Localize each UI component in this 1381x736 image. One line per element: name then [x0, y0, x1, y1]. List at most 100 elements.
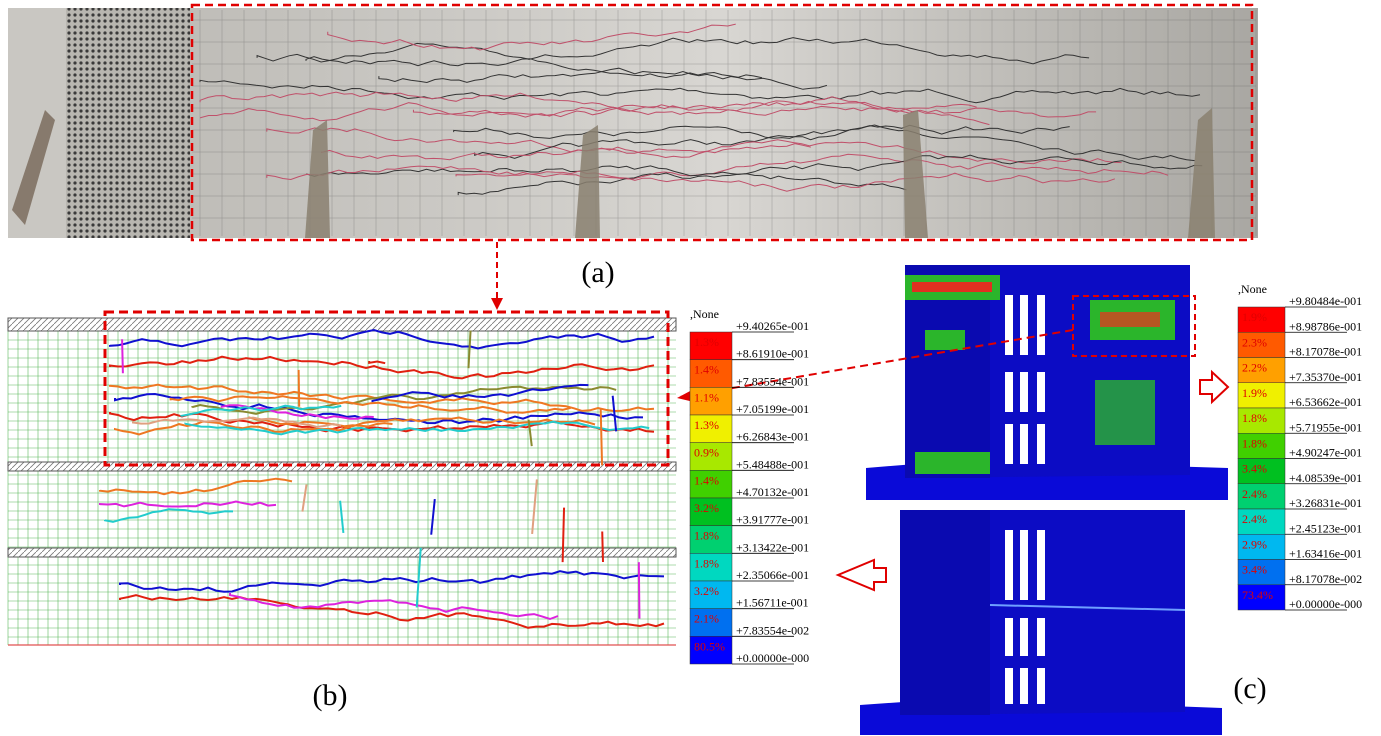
- crack: [457, 154, 1203, 196]
- legend-title: ,None: [1238, 282, 1267, 296]
- legend-percentage: 1.9%: [1242, 386, 1267, 400]
- legend-swatch: [1237, 407, 1286, 434]
- arrow: [835, 558, 887, 592]
- highlight-box: [103, 310, 670, 467]
- crack: [109, 328, 655, 350]
- crack: [415, 547, 422, 608]
- legend-value: +2.35066e-001: [736, 568, 809, 582]
- crack-map: [7, 316, 677, 660]
- legend-swatch: [689, 359, 733, 388]
- legend-percentage: 2.4%: [1242, 487, 1267, 501]
- legend-swatch: [1237, 534, 1286, 560]
- crack: [531, 479, 538, 534]
- crack: [599, 408, 604, 466]
- crack: [99, 500, 277, 508]
- legend-value: +7.83554e-002: [736, 623, 809, 637]
- crack: [371, 383, 589, 403]
- crack: [220, 404, 374, 420]
- crack: [611, 395, 618, 432]
- crack: [305, 56, 763, 79]
- legend-percentage: 2.4%: [1242, 512, 1267, 526]
- legend-value: +3.13422e-001: [736, 540, 809, 554]
- crack: [527, 419, 533, 447]
- legend-value: +7.35370e-001: [1289, 370, 1362, 384]
- legend-swatch: [1237, 458, 1286, 484]
- legend-percentage: 2.3%: [1242, 335, 1267, 349]
- legend-swatch: [689, 470, 733, 499]
- legend-percentage: 3.4%: [1242, 462, 1267, 476]
- crack: [104, 508, 234, 523]
- legend-value: +4.90247e-001: [1289, 446, 1362, 460]
- legend-value: +7.05199e-001: [736, 402, 809, 416]
- crack: [119, 594, 665, 629]
- crack: [412, 104, 990, 126]
- crack: [327, 23, 736, 51]
- legend-value: +4.70132e-001: [736, 485, 809, 499]
- legend-percentage: 3.4%: [1242, 563, 1267, 577]
- crack: [229, 593, 559, 621]
- crack: [114, 392, 644, 425]
- legend-swatch: [1237, 357, 1286, 383]
- legend-swatch: [689, 331, 733, 360]
- panel-label: (c): [1233, 672, 1266, 705]
- crack: [169, 395, 571, 414]
- crack: [430, 498, 436, 535]
- legend-value: +9.80484e-001: [1289, 294, 1362, 308]
- legend-percentage: 1.9%: [1242, 310, 1267, 324]
- highlight-box: [190, 3, 1254, 242]
- legend-percentage: 1.8%: [694, 556, 719, 570]
- crack: [109, 355, 655, 380]
- legend-value: +4.08539e-001: [1289, 471, 1362, 485]
- legend-percentage: 80.5%: [694, 639, 725, 653]
- legend-percentage: 1.8%: [694, 529, 719, 543]
- legend-percentage: 1.3%: [694, 418, 719, 432]
- legend-value: +1.63416e-001: [1289, 547, 1362, 561]
- legend-swatch: [689, 636, 733, 665]
- crack: [200, 100, 977, 122]
- fe-model-bottom: [860, 510, 1222, 735]
- legend-value: +7.83554e-001: [736, 374, 809, 388]
- crack: [455, 153, 1169, 180]
- crack: [266, 165, 1116, 192]
- legend-value: +1.56711e-001: [736, 596, 809, 610]
- crack: [378, 67, 828, 90]
- legend-value: +0.00000e-000: [1289, 597, 1362, 611]
- crack: [339, 500, 345, 534]
- panel-label: (a): [581, 256, 614, 289]
- legend-percentage: 1.1%: [694, 390, 719, 404]
- legend-value: +6.26843e-001: [736, 430, 809, 444]
- crack: [131, 416, 342, 429]
- legend-percentage: 1.8%: [1242, 411, 1267, 425]
- crack: [184, 420, 650, 436]
- legend-swatch: [689, 387, 733, 416]
- legend-swatch: [689, 553, 733, 582]
- legend-percentage: 3.2%: [694, 501, 719, 515]
- legend-value: +9.40265e-001: [736, 319, 809, 333]
- crack: [266, 127, 811, 154]
- fe-model-top: [866, 265, 1228, 500]
- legend-value: +5.71955e-001: [1289, 420, 1362, 434]
- legend-value: +8.17078e-002: [1289, 572, 1362, 586]
- legend-percentage: 1.4%: [694, 363, 719, 377]
- crack: [199, 91, 1097, 118]
- legend-swatch: [1237, 584, 1286, 611]
- crack: [453, 124, 1070, 139]
- legend-value: +6.53662e-001: [1289, 395, 1362, 409]
- legend-percentage: 1.3%: [694, 335, 719, 349]
- panel-label: (b): [313, 679, 348, 712]
- legend-swatch: [689, 580, 733, 609]
- legend-value: +3.91777e-001: [736, 513, 809, 527]
- legend-percentage: 73.4%: [1242, 588, 1273, 602]
- crack: [637, 562, 641, 619]
- crack: [199, 79, 1201, 104]
- crack: [368, 360, 386, 365]
- crack: [121, 339, 124, 374]
- legend-value: +0.00000e-000: [736, 651, 809, 665]
- legend-percentage: 0.9%: [694, 446, 719, 460]
- legend-swatch: [689, 442, 733, 471]
- crack: [247, 416, 393, 428]
- crack: [99, 477, 293, 496]
- legend-value: +8.17078e-001: [1289, 345, 1362, 359]
- legend-title: ,None: [690, 307, 719, 321]
